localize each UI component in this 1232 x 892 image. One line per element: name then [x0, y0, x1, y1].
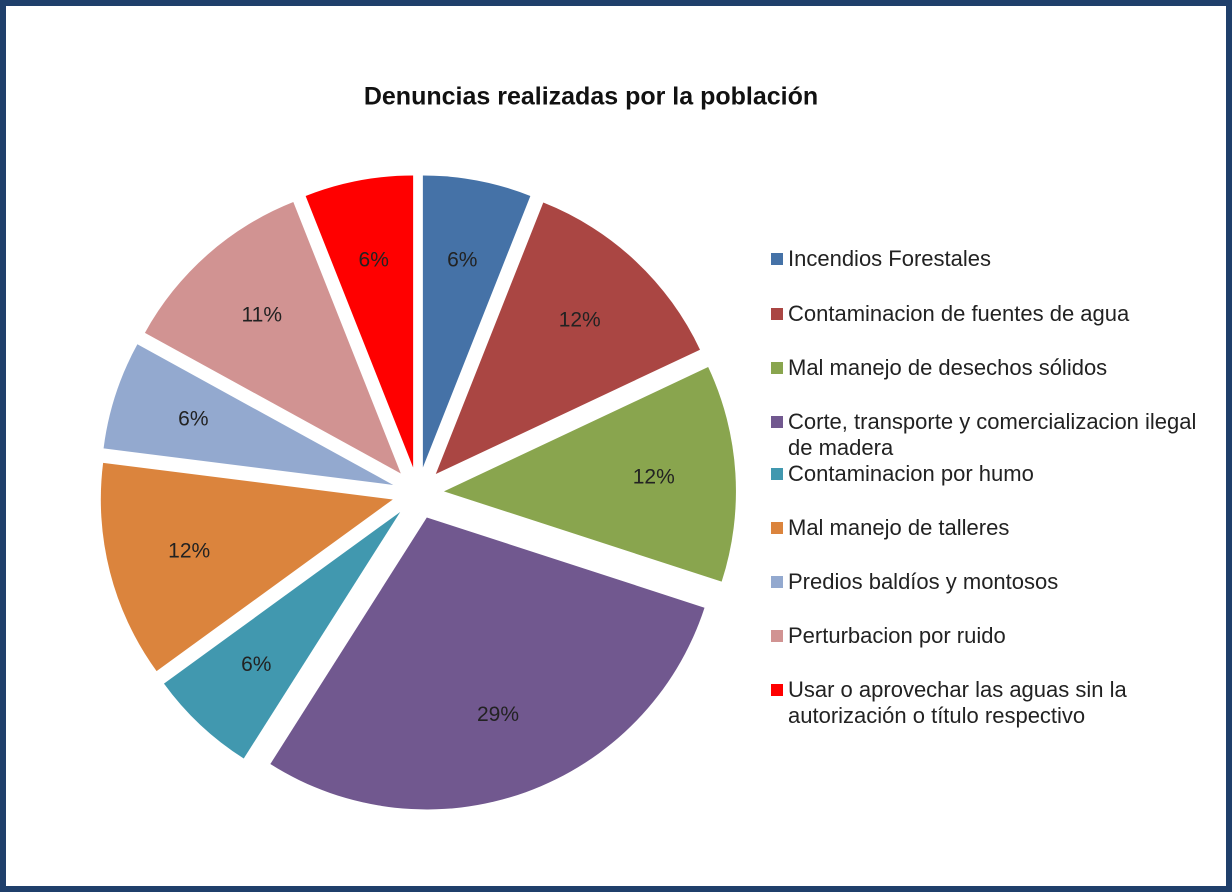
data-label: 6%: [178, 408, 208, 431]
pie-slice: [443, 367, 736, 582]
data-label: 6%: [359, 248, 389, 271]
legend-swatch: [771, 362, 783, 374]
data-label: 11%: [242, 303, 282, 326]
legend-item: Contaminacion de fuentes de agua: [768, 301, 1208, 327]
data-label: 6%: [447, 248, 477, 271]
data-label: 12%: [559, 308, 601, 331]
data-label: 6%: [241, 653, 271, 676]
legend-label: Mal manejo de talleres: [788, 515, 1010, 540]
data-label: 12%: [633, 466, 675, 489]
pie-slice: [144, 202, 401, 474]
legend-label: Incendios Forestales: [788, 246, 991, 271]
legend-item: Predios baldíos y montosos: [768, 569, 1208, 595]
pie-slice: [305, 175, 414, 468]
data-label: 29%: [477, 703, 519, 726]
legend-item: Mal manejo de desechos sólidos: [768, 355, 1208, 381]
legend-swatch: [771, 630, 783, 642]
legend-label: Predios baldíos y montosos: [788, 569, 1059, 594]
legend-item: Mal manejo de talleres: [768, 515, 1208, 541]
legend-label: Corte, transporte y comercializacion ile…: [788, 409, 1197, 460]
chart-title: Denuncias realizadas por la población: [364, 83, 818, 111]
legend-label: Contaminacion de fuentes de agua: [788, 301, 1130, 326]
pie-slice: [163, 511, 401, 759]
legend-label: Mal manejo de desechos sólidos: [788, 355, 1108, 380]
legend-swatch: [771, 522, 783, 534]
legend-swatch: [771, 576, 783, 588]
legend-item: Perturbacion por ruido: [768, 623, 1208, 649]
legend-swatch: [771, 684, 783, 696]
legend-swatch: [771, 416, 783, 428]
chart: Denuncias realizadas por la población 6%…: [100, 83, 818, 810]
pie-slice: [435, 202, 701, 475]
legend-item: Incendios Forestales: [768, 246, 1208, 272]
pie-slice: [270, 517, 705, 810]
legend-swatch: [771, 468, 783, 480]
data-label: 12%: [168, 539, 210, 562]
pie-slice: [103, 344, 394, 485]
legend-item: Corte, transporte y comercializacion ile…: [768, 409, 1208, 461]
legend-label: Perturbacion por ruido: [788, 623, 1006, 648]
legend-label: Usar o aprovechar las aguas sin la autor…: [788, 677, 1127, 728]
legend-label: Contaminacion por humo: [788, 461, 1034, 486]
legend-swatch: [771, 253, 783, 265]
legend-item: Usar o aprovechar las aguas sin la autor…: [768, 677, 1208, 729]
legend-item: Contaminacion por humo: [768, 461, 1208, 487]
legend-swatch: [771, 308, 783, 320]
pie-slice: [422, 175, 531, 468]
pie-slice: [100, 462, 393, 672]
